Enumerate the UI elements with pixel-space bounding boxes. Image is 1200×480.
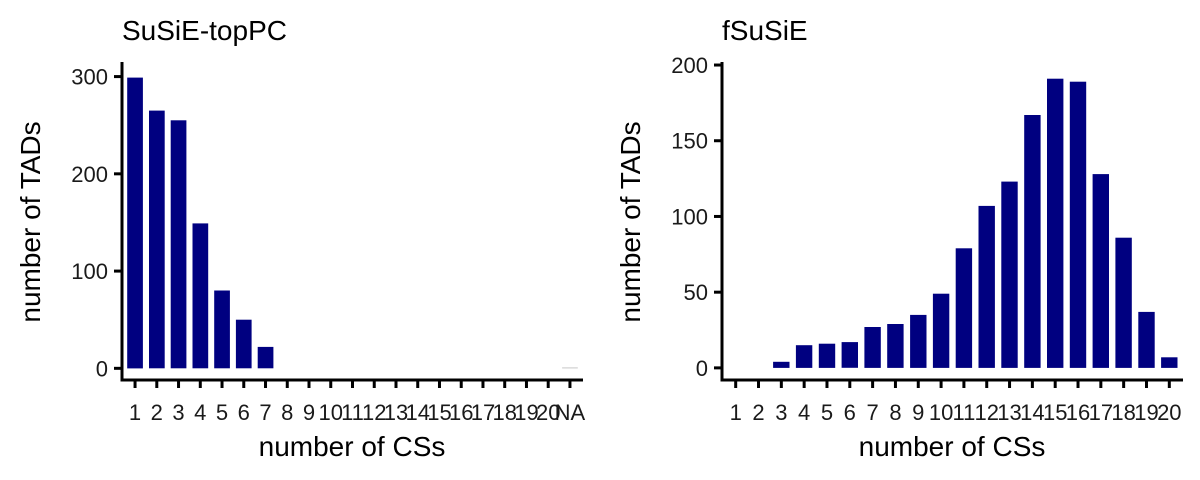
bar-5 (818, 343, 836, 368)
x-tick-label: 19 (514, 400, 538, 425)
x-tick-label: 20 (1157, 400, 1181, 425)
x-tick-label: 12 (974, 400, 998, 425)
bar-1 (127, 77, 143, 369)
bars-group (773, 78, 1178, 368)
bar-NA (562, 367, 578, 369)
x-tick-label: 14 (405, 400, 429, 425)
x-tick-label: 13 (997, 400, 1021, 425)
y-tick-label: 100 (671, 204, 708, 229)
bar-3 (773, 361, 790, 368)
bar-19 (1138, 311, 1155, 368)
chart-title: SuSiE-topPC (122, 15, 287, 46)
x-tick-label: 8 (281, 400, 293, 425)
x-tick-label: 7 (866, 400, 878, 425)
x-tick-label: 15 (1043, 400, 1067, 425)
bar-9 (910, 314, 927, 368)
x-tick-label: 13 (384, 400, 408, 425)
x-tick-label: 10 (929, 400, 953, 425)
y-tick-label: 200 (71, 162, 108, 187)
x-tick-label: 11 (341, 400, 364, 425)
x-tick-label: 18 (1111, 400, 1135, 425)
x-tick-label: 16 (1066, 400, 1090, 425)
y-tick-label: 200 (671, 53, 708, 78)
x-tick-label: 7 (259, 400, 271, 425)
bar-10 (932, 293, 950, 368)
bar-11 (955, 248, 973, 368)
y-tick-label: 300 (71, 65, 108, 90)
x-axis-label: number of CSs (859, 431, 1046, 462)
bar-8 (887, 324, 904, 368)
bar-7 (257, 346, 274, 369)
y-tick-label: 50 (684, 280, 708, 305)
x-tick-label: 2 (752, 400, 764, 425)
x-tick-label: 8 (889, 400, 901, 425)
x-axis-label: number of CSs (259, 431, 446, 462)
x-tick-label: 5 (216, 400, 228, 425)
y-tick-label: 0 (96, 356, 108, 381)
bar-20 (1161, 357, 1178, 368)
y-tick-label: 0 (696, 356, 708, 381)
bar-7 (864, 327, 881, 368)
bar-2 (149, 110, 165, 369)
chart-panel-fsusie: fSuSiE number of TADs number of CSs 0 50 1… (615, 15, 1183, 462)
bar-14 (1024, 115, 1041, 368)
x-tick-label: 16 (449, 400, 473, 425)
x-tick-label: 2 (151, 400, 163, 425)
bar-5 (214, 290, 230, 369)
x-tick-label: 19 (1134, 400, 1158, 425)
x-tick-label: 17 (1089, 400, 1113, 425)
bar-6 (235, 319, 252, 369)
y-tick-label: 100 (71, 259, 108, 284)
x-tick-label: 9 (303, 400, 315, 425)
x-tick-label: 3 (775, 400, 787, 425)
bar-17 (1092, 174, 1109, 368)
x-tick-label: 10 (319, 400, 343, 425)
x-tick-label: 4 (798, 400, 810, 425)
x-tick-label: 1 (730, 400, 742, 425)
x-tick-label: 20 (536, 400, 560, 425)
x-tick-label: 12 (362, 400, 386, 425)
x-tick-label: 18 (492, 400, 516, 425)
bars-group (127, 77, 578, 369)
chart-title: fSuSiE (722, 15, 808, 46)
y-tick-label: 150 (671, 129, 708, 154)
x-tick-label: NA (555, 400, 586, 425)
bar-4 (192, 223, 209, 369)
bar-18 (1115, 237, 1132, 368)
x-tick-label: 11 (952, 400, 975, 425)
bar-12 (978, 205, 995, 368)
bar-4 (795, 345, 813, 368)
x-tick-label: 9 (912, 400, 924, 425)
x-tick-label: 5 (821, 400, 833, 425)
x-tick-label: 6 (844, 400, 856, 425)
bar-15 (1047, 78, 1064, 368)
chart-panel-susie-toppc: SuSiE-topPC number of TADs number of CSs… (15, 15, 586, 462)
x-tick-label: 4 (194, 400, 206, 425)
bar-3 (170, 120, 187, 369)
x-tick-label: 15 (427, 400, 451, 425)
x-tick-label: 1 (129, 400, 141, 425)
y-axis-label: number of TADs (615, 121, 646, 322)
bar-6 (841, 342, 858, 368)
x-tick-label: 6 (238, 400, 250, 425)
bar-13 (1001, 181, 1018, 368)
y-axis-label: number of TADs (15, 121, 46, 322)
x-tick-label: 3 (172, 400, 184, 425)
x-tick-label: 17 (471, 400, 495, 425)
bar-16 (1069, 81, 1087, 368)
x-tick-label: 14 (1020, 400, 1044, 425)
